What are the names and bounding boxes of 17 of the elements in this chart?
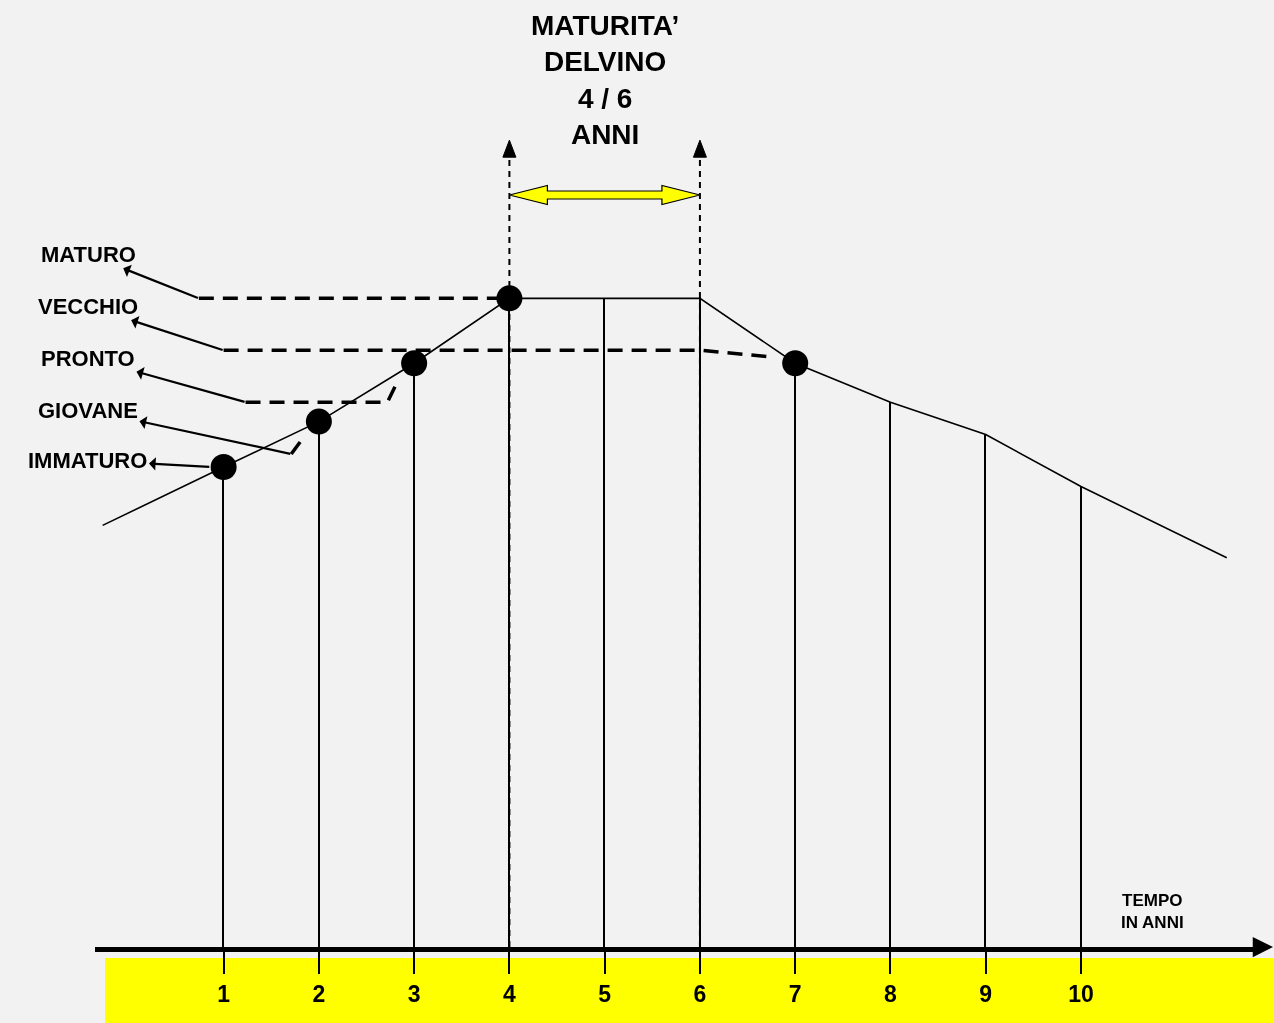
x-tick-label: 7 [788,980,802,1007]
x-tick-label: 1 [217,980,231,1007]
x-axis-title: TEMPO IN ANNI [1121,891,1184,933]
annotation: VECCHIO [38,294,139,319]
annotation: GIOVANE [38,398,138,423]
annotation: IMMATURO [28,448,148,473]
x-tick-label: 9 [979,980,993,1007]
chart-title: MATURITA’ DELVINO 4 / 6 ANNI [531,10,680,151]
x-tick-label: 4 [503,980,516,1007]
x-tick-label: 8 [884,980,898,1007]
x-tick-label: 6 [693,980,707,1007]
x-tick-label: 3 [407,980,421,1007]
annotation: PRONTO [41,346,135,371]
annotation: MATURO [41,242,136,267]
x-tick-label: 2 [312,980,326,1007]
x-tick-label: 10 [1068,980,1094,1007]
x-tick-label: 5 [598,980,612,1007]
